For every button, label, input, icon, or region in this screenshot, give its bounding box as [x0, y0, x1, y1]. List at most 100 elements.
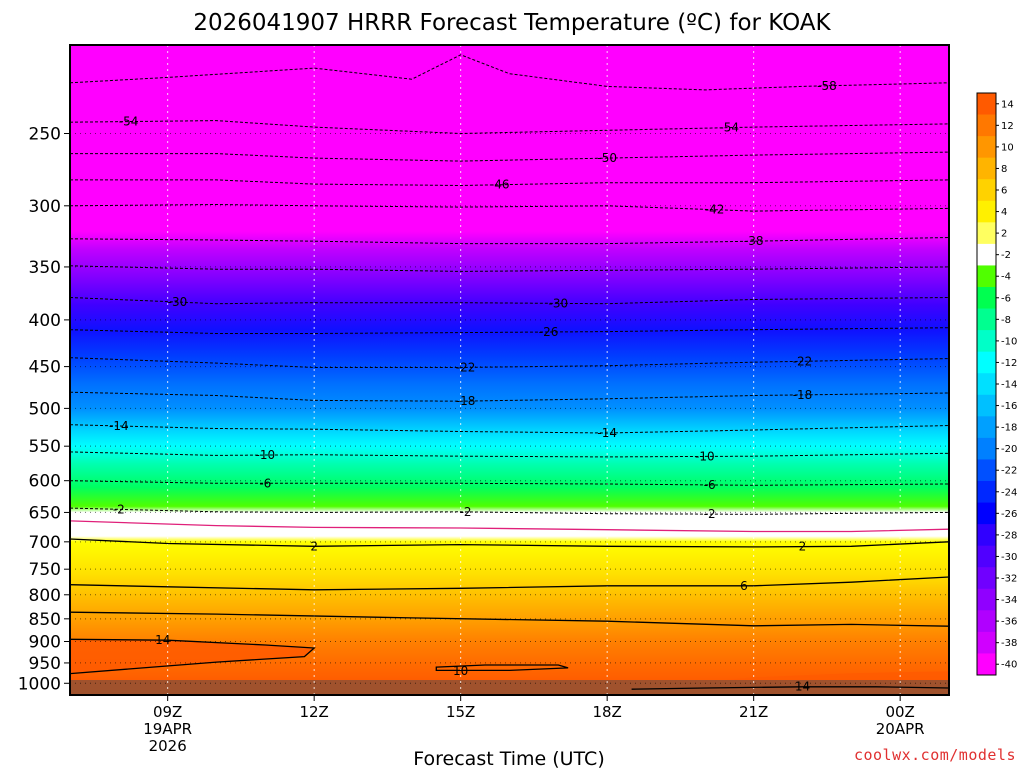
isotherm-line [70, 179, 949, 187]
colorbar-tick-label: 14 [1001, 99, 1014, 110]
y-tick-label: 800 [29, 586, 61, 606]
isotherm-label: -2 [113, 502, 125, 516]
colorbar-swatch [977, 481, 996, 503]
isotherm-line [70, 520, 949, 533]
warm-patch-left [70, 639, 315, 674]
colorbar-tick-label: -30 [1001, 552, 1017, 563]
isotherm-label: -42 [705, 203, 725, 217]
closed-contour [435, 664, 569, 672]
isotherm-line [70, 54, 949, 91]
isotherm-line [70, 327, 949, 334]
grid-lines [70, 45, 949, 695]
isotherm-label: 2 [310, 539, 318, 553]
colorbar-swatch [977, 287, 996, 309]
isotherm-label: -10 [256, 448, 276, 462]
isotherm-line [70, 151, 949, 162]
isotherm-label: -54 [119, 115, 139, 129]
isotherm-line [70, 480, 949, 486]
y-tick-label: 700 [29, 533, 61, 553]
colorbar-swatch [977, 351, 996, 374]
colorbar-tick-label: 4 [1001, 207, 1007, 218]
y-tick-label: 350 [29, 258, 61, 278]
colorbar-tick-label: 2 [1001, 229, 1007, 240]
colorbar-tick-label: 8 [1001, 164, 1007, 175]
colorbar-swatch [977, 610, 996, 633]
colorbar-swatch [977, 243, 996, 266]
y-tick-label: 450 [29, 358, 61, 378]
colorbar-tick-label: -36 [1001, 617, 1017, 628]
isotherm-line [70, 265, 949, 272]
colorbar-swatch [977, 179, 996, 202]
colorbar-swatch [977, 545, 996, 568]
x-tick-label: 15Z [446, 703, 475, 721]
isotherm-label: -22 [793, 354, 813, 368]
isotherm-line [70, 203, 949, 212]
colorbar-tick-label: 6 [1001, 186, 1007, 197]
x-tick-label: 21Z [739, 703, 768, 721]
colorbar-tick-label: -16 [1001, 401, 1017, 412]
colorbar-swatch [977, 567, 996, 590]
colorbar-tick-label: -8 [1001, 315, 1011, 326]
isotherm-label: -50 [597, 151, 617, 165]
isotherm-label: -22 [456, 360, 476, 374]
x-axis-label: Forecast Time (UTC) [413, 748, 604, 768]
x-tick-label: 2026 [149, 737, 187, 755]
colorbar-tick-label: -38 [1001, 638, 1017, 649]
colorbar-swatch [977, 114, 996, 137]
x-tick-label: 00Z [885, 703, 914, 721]
colorbar-swatch [977, 265, 996, 288]
isotherm-line [70, 297, 949, 305]
closed-contour [631, 686, 949, 690]
colorbar-tick-label: 10 [1001, 142, 1014, 153]
colorbar-tick-label: 12 [1001, 121, 1014, 132]
isotherm-label: -6 [259, 476, 271, 490]
y-tick-label: 600 [29, 472, 61, 492]
colorbar-swatch [977, 588, 996, 611]
isotherm-line [70, 120, 949, 135]
colorbar-swatch [977, 653, 996, 676]
x-tick-label: 20APR [876, 720, 925, 738]
y-tick-label: 400 [29, 311, 61, 331]
isotherm-label: 2 [799, 540, 807, 554]
colorbar-swatch [977, 200, 996, 223]
isotherm-label: 6 [740, 579, 748, 593]
isotherm-label: -26 [539, 325, 559, 339]
isotherm-line [70, 507, 949, 515]
colorbar: 14 12 10 8 6 4 2 -2 -4 -6 -8 -10 -12 -14 -16 -18 -20 -22 -… [976, 92, 1017, 676]
y-axis: 2503003504004505005506006507007508008509… [18, 124, 70, 694]
y-tick-label: 300 [29, 197, 61, 217]
y-tick-label: 850 [29, 610, 61, 630]
isotherm-label: -2 [460, 505, 472, 519]
chart-title: 2026041907 HRRR Forecast Temperature (ºC… [193, 10, 831, 36]
colorbar-swatch [977, 437, 996, 460]
colorbar-swatch [977, 93, 996, 115]
colorbar-swatch [977, 136, 996, 159]
colorbar-tick-label: -2 [1001, 250, 1011, 261]
plot-area: -58-54 -54-50-46-42-38-30 -30-26-22 -22-18-… [70, 45, 949, 695]
isotherm-label: -38 [744, 234, 764, 248]
isotherm-label: -54 [719, 121, 739, 135]
y-tick-label: 550 [29, 437, 61, 457]
isotherm-label: -6 [704, 478, 716, 492]
colorbar-swatch [977, 502, 996, 525]
x-tick-label: 19APR [143, 720, 192, 738]
closed-contour-label: 10 [453, 664, 468, 678]
y-tick-label: 950 [29, 654, 61, 674]
isotherm-label: -30 [549, 296, 569, 310]
colorbar-tick-label: -34 [1001, 595, 1017, 606]
isotherm-line [70, 237, 949, 245]
isotherm-line [70, 424, 949, 434]
colorbar-tick-label: -12 [1001, 358, 1017, 369]
colorbar-swatch [977, 222, 996, 245]
isotherm-contours [70, 54, 949, 690]
isotherm-line [70, 611, 949, 627]
y-tick-label: 1000 [18, 674, 61, 694]
colorbar-tick-label: -24 [1001, 487, 1017, 498]
colorbar-tick-label: -32 [1001, 574, 1017, 585]
colorbar-tick-label: -4 [1001, 272, 1011, 283]
colorbar-tick-label: -26 [1001, 509, 1017, 520]
colorbar-swatch [977, 308, 996, 331]
isotherm-label: -2 [704, 507, 716, 521]
colorbar-swatch [977, 373, 996, 396]
